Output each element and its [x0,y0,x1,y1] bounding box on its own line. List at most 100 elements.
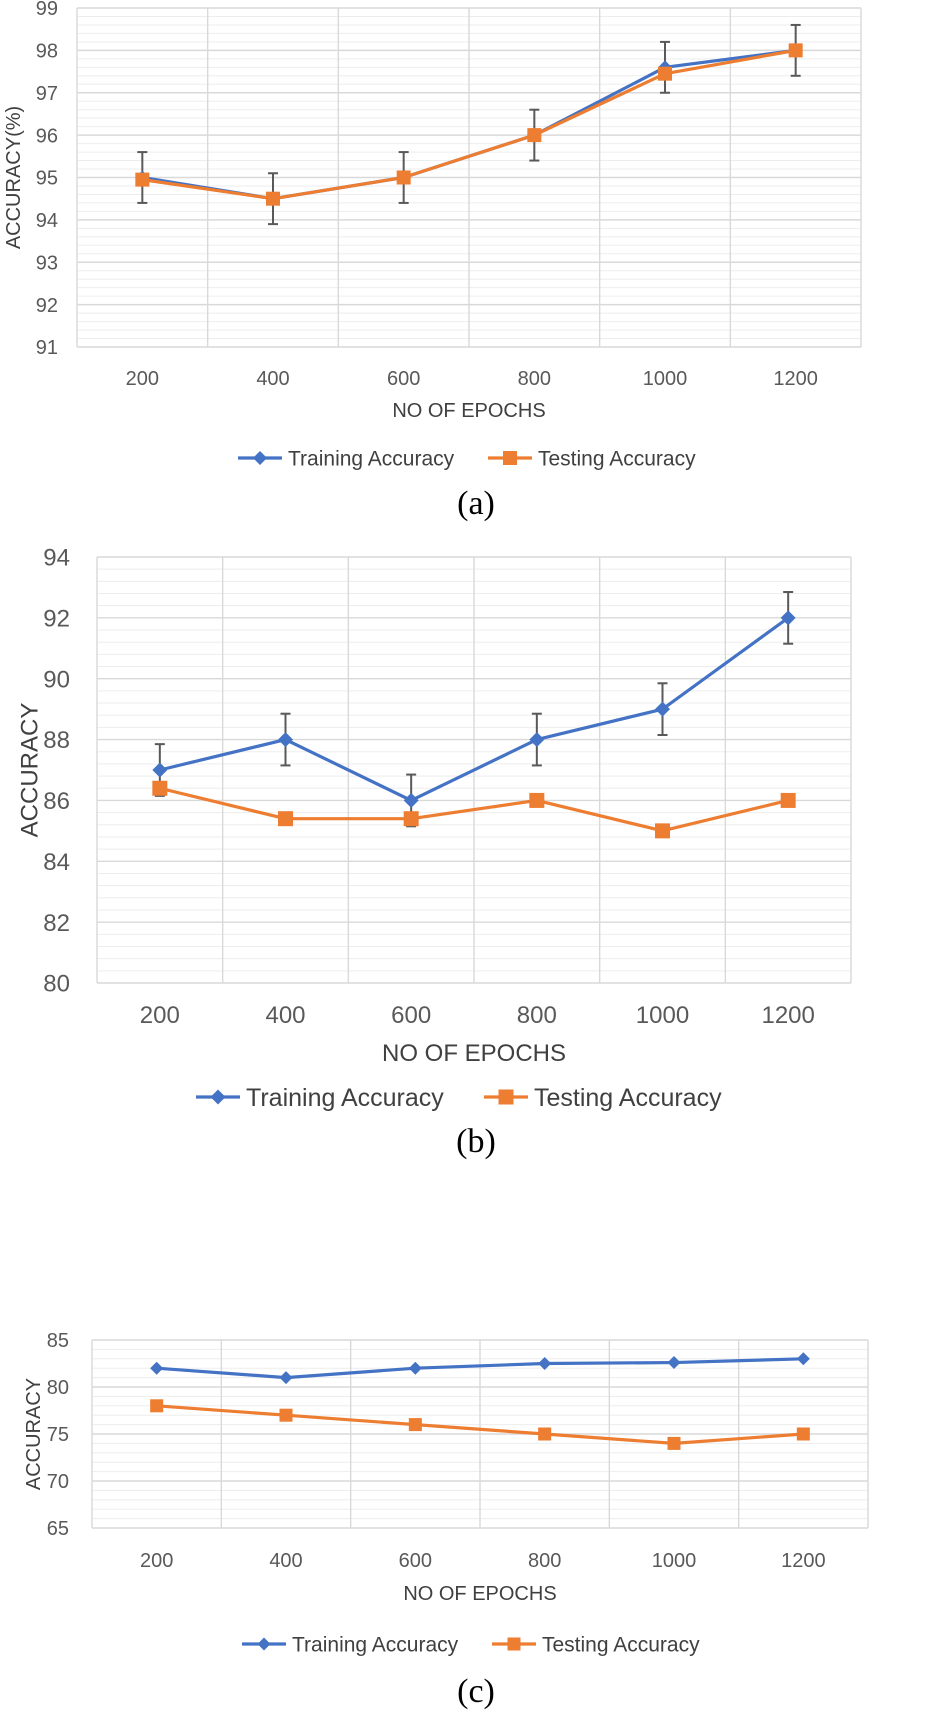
legend-label: Training Accuracy [292,1634,459,1657]
training-accuracy-point [796,1352,810,1366]
y-tick-label: 94 [43,545,70,572]
y-tick-label: 97 [36,83,58,105]
legend-diamond-marker [253,451,267,465]
training-accuracy-point [408,1361,422,1375]
y-tick-label: 99 [36,0,58,20]
legend-square-marker [498,1089,514,1105]
x-tick-label: 200 [140,1002,180,1029]
x-tick-label: 200 [140,1550,173,1572]
x-axis-title: NO OF EPOCHS [392,400,545,422]
testing-accuracy-point [266,191,280,206]
testing-accuracy-point [527,128,542,143]
y-tick-label: 96 [36,125,58,147]
y-tick-label: 65 [47,1518,69,1540]
chart-b: 80 82 84 86 88 90 92 94 200 400 600 800 1000 1200 NO O… [17,545,852,1160]
x-tick-label: 1000 [652,1550,697,1572]
training-accuracy-point [529,732,545,748]
testing-accuracy-point [408,1418,422,1432]
x-tick-label: 600 [399,1550,432,1572]
x-tick-label: 1200 [773,368,818,390]
y-tick-label: 91 [36,337,58,359]
y-tick-label: 93 [36,252,58,274]
y-tick-label: 90 [43,666,70,693]
x-tick-label: 1000 [643,368,688,390]
legend-square-marker [503,451,517,465]
training-accuracy-point [278,732,293,748]
y-axis-title: ACCURACY [17,703,44,838]
testing-accuracy-point [667,1436,681,1450]
legend-diamond-marker [257,1637,271,1651]
x-axis-title: NO OF EPOCHS [382,1040,566,1067]
training-accuracy-point [667,1356,681,1370]
testing-accuracy-point [152,780,168,796]
figure-caption: (a) [457,485,495,522]
x-tick-label: 800 [528,1550,561,1572]
x-tick-label: 1000 [636,1002,689,1029]
x-tick-label: 600 [391,1002,431,1029]
testing-accuracy-point [780,792,796,808]
x-tick-label: 400 [265,1002,305,1029]
figure-caption: (c) [457,1673,495,1710]
y-tick-label: 86 [43,788,70,815]
y-tick-label: 80 [47,1377,69,1399]
testing-accuracy-point [655,823,670,839]
testing-accuracy-point [135,172,150,187]
legend-item-training: Training Accuracy [196,1084,444,1112]
legend-item-testing: Testing Accuracy [492,1634,700,1657]
legend-item-testing: Testing Accuracy [488,448,696,471]
legend-item-training: Training Accuracy [238,448,455,471]
y-tick-label: 75 [47,1424,69,1446]
y-tick-label: 70 [47,1471,69,1493]
legend-label: Training Accuracy [288,448,455,471]
y-tick-label: 85 [47,1330,69,1352]
testing-accuracy-point [278,811,293,827]
legend-label: Testing Accuracy [542,1634,700,1657]
legend-item-testing: Testing Accuracy [484,1084,722,1112]
y-axis-title: ACCURACY(%) [3,106,25,249]
chart-a: 91 92 93 94 95 96 97 98 99 200 400 600 800 1000 1200 NO… [3,0,862,522]
testing-accuracy-point [796,1427,810,1441]
y-tick-label: 80 [43,971,70,998]
testing-accuracy-point [150,1399,164,1413]
x-tick-label: 400 [269,1550,302,1572]
training-accuracy-line [156,1357,804,1380]
legend-diamond-marker [210,1089,226,1105]
legend: Training Accuracy Testing Accuracy [238,448,696,471]
legend-label: Testing Accuracy [534,1084,722,1112]
y-tick-label: 98 [36,41,58,63]
chart-c: 65 70 75 80 85 200 400 600 800 1000 1200 NO OF EPOC… [23,1330,869,1710]
testing-accuracy-point [658,66,672,81]
testing-accuracy-point [788,43,803,58]
y-axis-title: ACCURACY [23,1378,45,1490]
testing-accuracy-point [279,1408,293,1422]
testing-accuracy-line [156,1404,804,1446]
testing-accuracy-line [159,786,789,833]
y-tick-label: 88 [43,727,70,754]
legend-label: Testing Accuracy [538,448,696,471]
legend-label: Training Accuracy [246,1084,444,1112]
training-accuracy-point [152,762,168,778]
y-tick-label: 95 [36,168,58,190]
training-accuracy-point [150,1361,164,1375]
training-accuracy-point [279,1371,293,1385]
training-accuracy-point [655,701,670,717]
y-tick-label: 84 [43,849,70,876]
x-tick-label: 800 [517,1002,557,1029]
training-accuracy-point [403,792,419,808]
testing-accuracy-point [529,792,545,808]
y-tick-label: 94 [36,210,58,232]
training-accuracy-line [159,616,790,803]
training-accuracy-point [780,610,796,626]
testing-accuracy-point [396,170,411,185]
x-axis-title: NO OF EPOCHS [403,1583,556,1605]
figure-caption: (b) [456,1123,496,1160]
training-accuracy-point [538,1357,552,1370]
testing-accuracy-line [142,48,796,201]
y-tick-label: 92 [36,295,58,317]
testing-accuracy-point [538,1427,552,1441]
x-tick-label: 800 [518,368,551,390]
x-tick-label: 600 [387,368,420,390]
y-tick-label: 92 [43,605,70,632]
legend: Training Accuracy Testing Accuracy [196,1084,722,1112]
